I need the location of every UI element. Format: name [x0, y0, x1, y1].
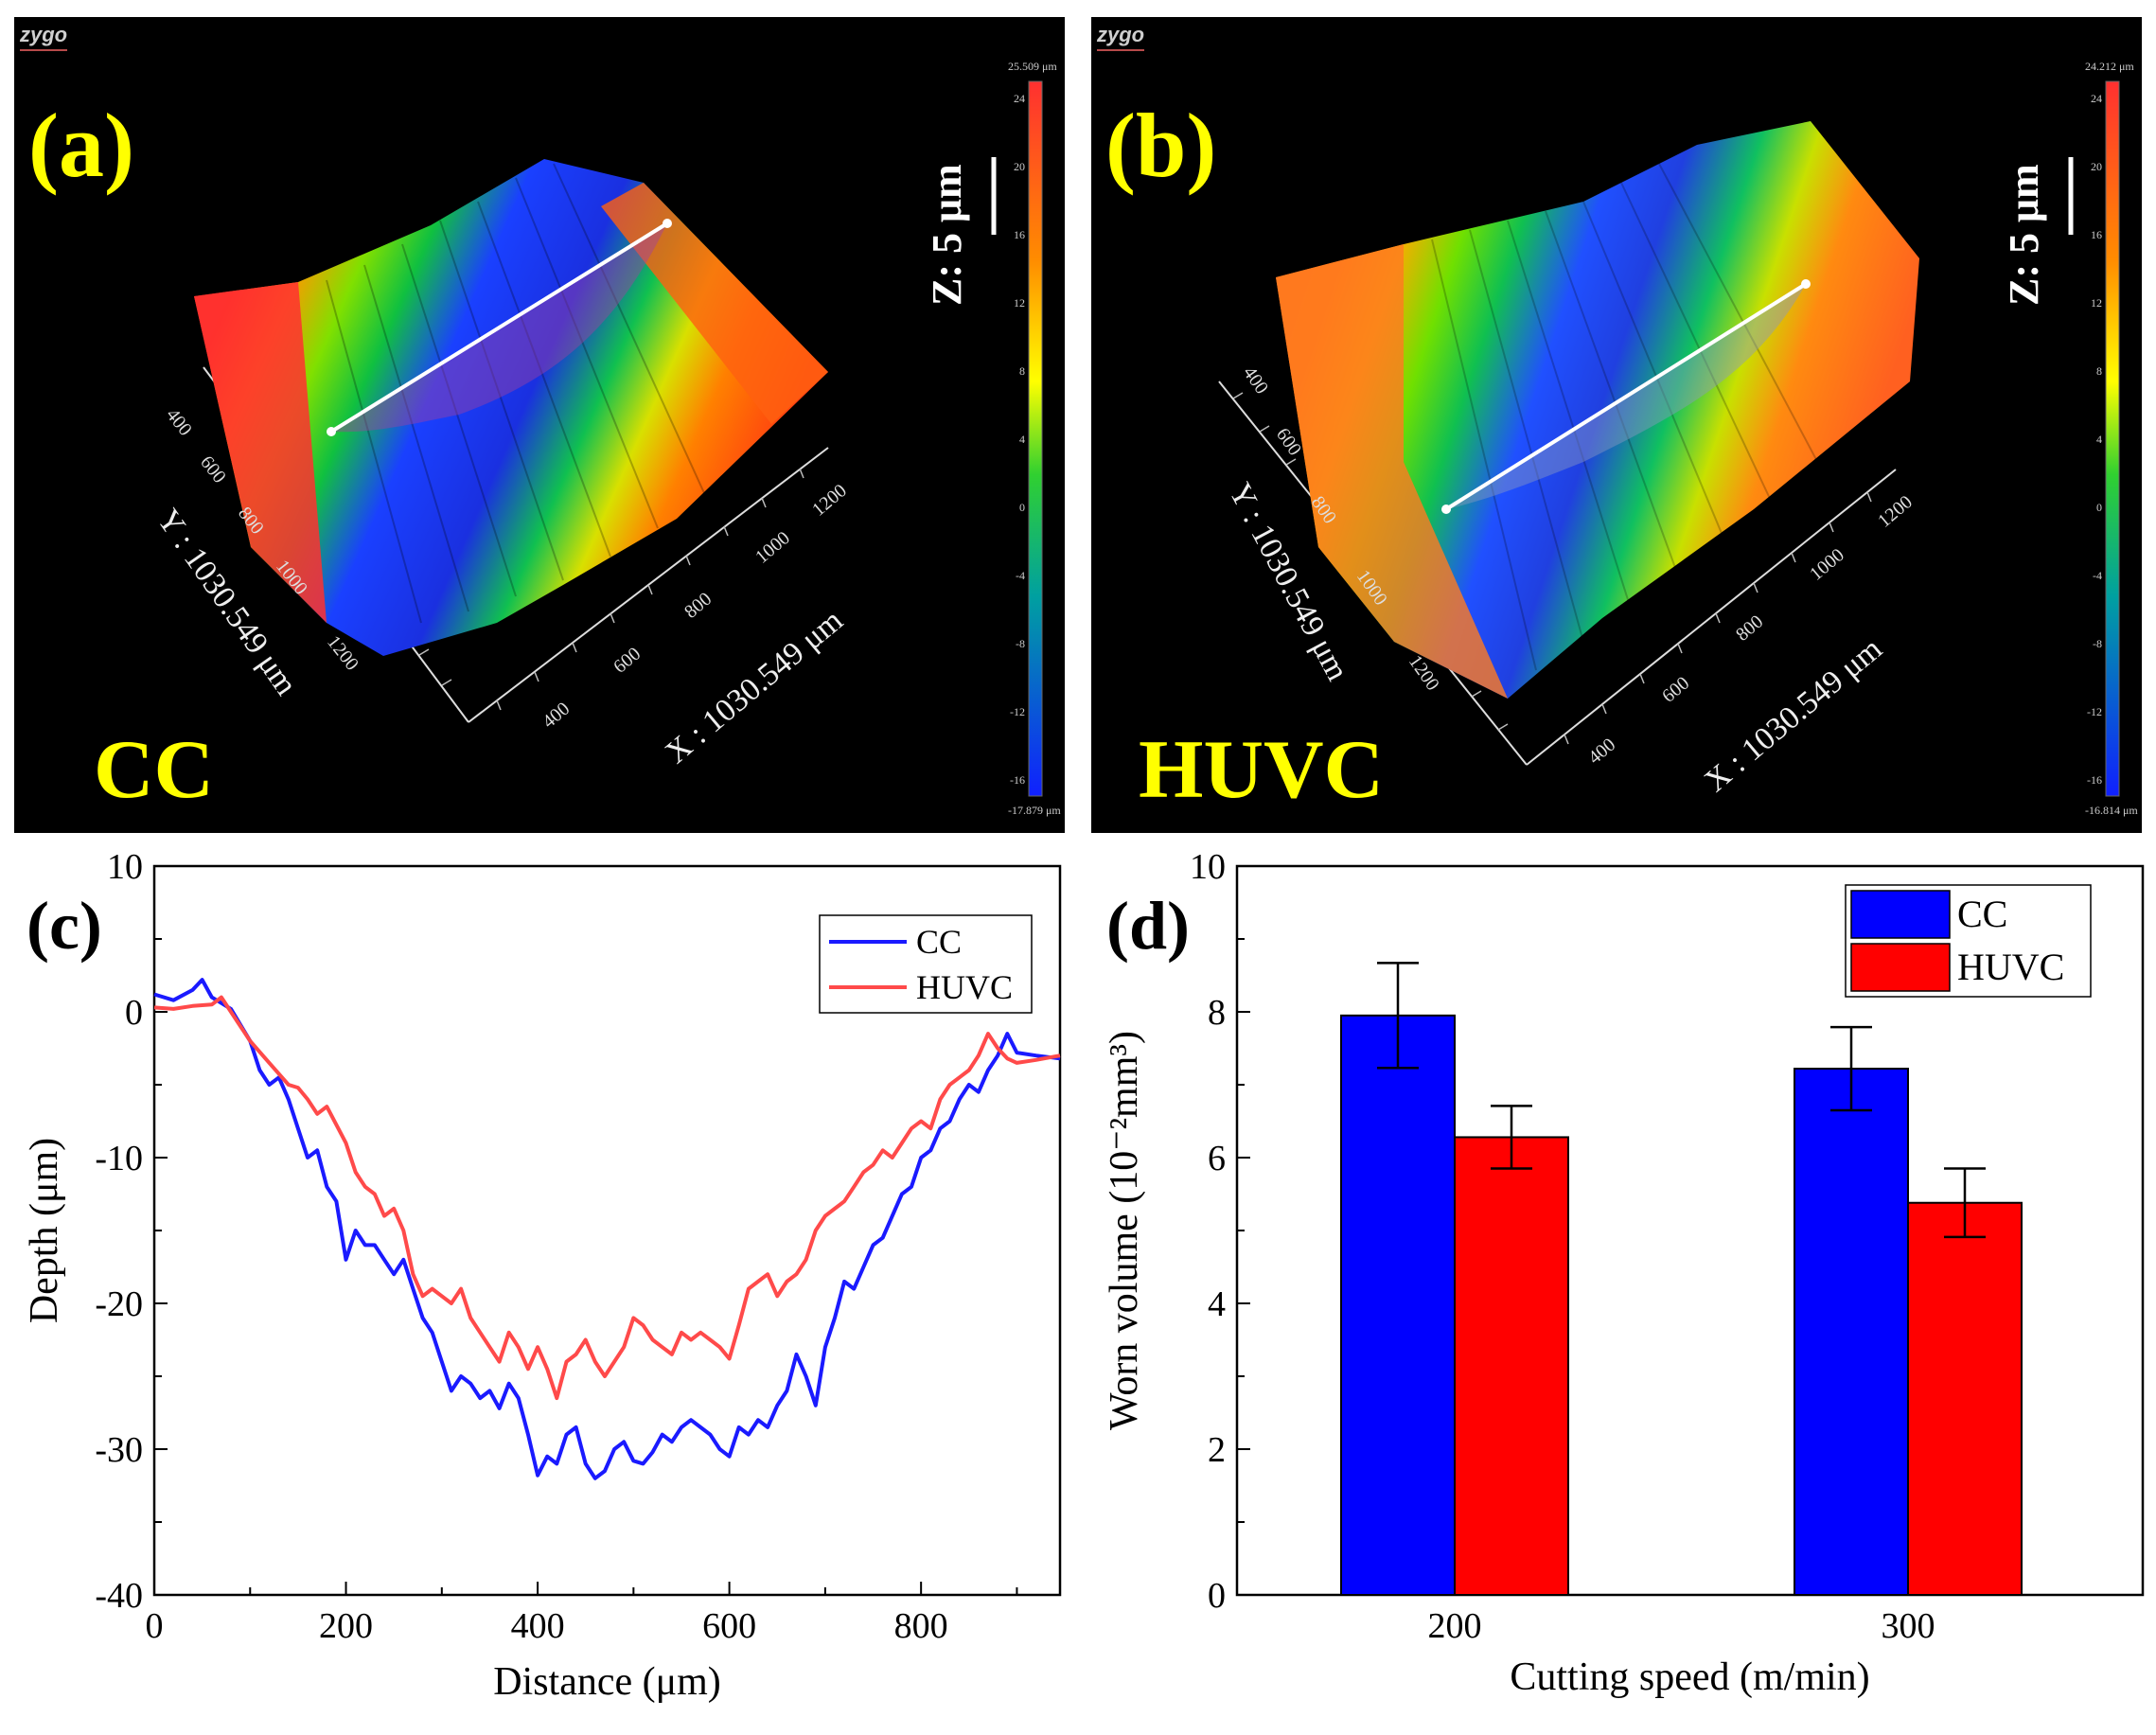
colorbar-max: 24.212 μm	[2085, 60, 2134, 73]
legend-label: HUVC	[916, 968, 1013, 1006]
x-axis-title: Cutting speed (m/min)	[1510, 1655, 1869, 1699]
y-tick-label: 8	[1208, 993, 1226, 1033]
worn-volume-chart: 0 2 4 6 8 10 200 300 Cutting speed (m/min) Worn v…	[1103, 847, 2145, 1699]
colorbar-tick: 20	[1014, 160, 1025, 173]
x-tick: 1000	[1806, 544, 1848, 585]
colorbar-tick: 4	[1019, 433, 1025, 446]
colorbar	[1028, 80, 1043, 797]
colorbar-tick: -4	[1016, 569, 1025, 582]
panel-label-b: (b)	[1105, 95, 1217, 196]
colorbar-tick: 12	[1014, 296, 1025, 310]
legend-swatch	[1850, 890, 1951, 939]
surface-map-huvc: zygo	[1091, 17, 2142, 833]
colorbar-tick: 20	[2091, 160, 2102, 173]
zygo-logo: zygo	[1097, 23, 1145, 51]
legend-label: CC	[916, 923, 962, 961]
colorbar-tick: -12	[1010, 705, 1025, 718]
bar-huvc-200	[1454, 1136, 1569, 1596]
colorbar	[2105, 80, 2120, 797]
x-tick: 1200	[1874, 491, 1917, 532]
y-axis-title: Worn volume (10⁻²mm³)	[1103, 1031, 1146, 1430]
colorbar-tick: -16	[1010, 773, 1025, 787]
legend-label: HUVC	[1957, 946, 2064, 988]
colorbar-min: -17.879 μm	[1008, 804, 1061, 817]
x-axis-label: X : 1030.549 μm	[1698, 631, 1888, 799]
surface-3d-render-huvc: 400 600 800 1000 1200 400 600 800 1000 1…	[1218, 60, 2138, 817]
legend-swatch	[1850, 943, 1951, 992]
colorbar-tick: -4	[2093, 569, 2102, 582]
legend-box	[819, 914, 1033, 1014]
colorbar-tick: -8	[2093, 637, 2102, 650]
y-tick-label: 10	[107, 847, 143, 887]
legend-label: CC	[1957, 893, 2007, 935]
colorbar-tick: 0	[1019, 501, 1025, 514]
colorbar-tick: -8	[1016, 637, 1025, 650]
zygo-logo: zygo	[20, 23, 68, 51]
colorbar-tick: 16	[2091, 228, 2102, 241]
colorbar-max: 25.509 μm	[1008, 60, 1057, 73]
surface-map-cc: zygo	[14, 17, 1065, 833]
colorbar-tick: 16	[1014, 228, 1025, 241]
y-tick: 400	[1239, 363, 1272, 398]
z-scale-label: Z: 5 μm	[924, 164, 970, 306]
colorbar-tick: 24	[2091, 92, 2102, 105]
colorbar-tick: 24	[1014, 92, 1025, 105]
x-tick-label: 200	[319, 1606, 373, 1646]
colorbar-tick: 0	[2096, 501, 2102, 514]
series-line-huvc	[153, 995, 1061, 1401]
x-tick-label: 800	[894, 1606, 948, 1646]
colorbar-tick: 4	[2096, 433, 2102, 446]
panel-label-a: (a)	[28, 95, 134, 196]
y-tick-label: 2	[1208, 1430, 1226, 1470]
y-tick-label: 4	[1208, 1284, 1226, 1324]
y-tick-label: 10	[1190, 847, 1226, 887]
bar-cc-300	[1794, 1068, 1909, 1596]
x-tick-label: 300	[1882, 1606, 1935, 1646]
colorbar-tick: -12	[2087, 705, 2102, 718]
y-tick-label: 6	[1208, 1139, 1226, 1178]
z-scale-label: Z: 5 μm	[2001, 164, 2047, 306]
colorbar-tick: 8	[1019, 364, 1025, 378]
panel-label-c: (c)	[27, 888, 102, 964]
bar-huvc-300	[1907, 1201, 2023, 1596]
y-tick-label: -20	[95, 1284, 143, 1324]
x-tick: 800	[680, 589, 716, 623]
x-tick-label: 0	[146, 1606, 164, 1646]
y-tick-label: -10	[95, 1139, 143, 1178]
colorbar-min: -16.814 μm	[2085, 804, 2138, 817]
x-tick: 600	[1658, 673, 1693, 707]
x-tick: 1200	[808, 480, 851, 521]
y-tick-label: -30	[95, 1430, 143, 1470]
x-axis-label: X : 1030.549 μm	[659, 603, 849, 770]
x-tick-label: 600	[702, 1606, 756, 1646]
x-tick-label: 400	[511, 1606, 565, 1646]
colorbar-tick: -16	[2087, 773, 2102, 787]
y-tick: 400	[162, 405, 196, 440]
x-tick-label: 200	[1428, 1606, 1482, 1646]
x-tick: 400	[539, 699, 574, 733]
colorbar-tick: 8	[2096, 364, 2102, 378]
depth-profile-chart: 0 200 400 600 800 10 0 -10 -20 -30 -40 Distance (μm…	[23, 847, 1062, 1704]
y-tick-label: 0	[1208, 1576, 1226, 1616]
method-label-huvc: HUVC	[1139, 724, 1385, 816]
panel-label-d: (d)	[1106, 888, 1190, 964]
colorbar-tick: 12	[2091, 296, 2102, 310]
method-label-cc: CC	[94, 724, 215, 816]
y-tick-label: -40	[95, 1576, 143, 1616]
x-tick: 800	[1732, 611, 1767, 646]
x-tick: 400	[1584, 735, 1619, 769]
bar-cc-200	[1340, 1014, 1456, 1597]
y-tick: 600	[196, 452, 230, 487]
y-axis-title: Depth (μm)	[23, 1138, 66, 1323]
x-tick: 600	[610, 644, 645, 678]
surface-3d-render-cc: 400 600 800 1000 1200 400 600 800 1000 1…	[150, 60, 1061, 817]
x-axis-title: Distance (μm)	[493, 1660, 721, 1704]
x-tick: 1000	[751, 527, 794, 568]
y-tick-label: 0	[125, 993, 143, 1033]
series-line-cc	[153, 978, 1061, 1480]
